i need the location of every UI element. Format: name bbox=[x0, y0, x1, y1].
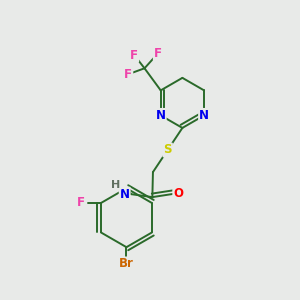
Text: H: H bbox=[111, 180, 121, 190]
Text: F: F bbox=[154, 47, 162, 60]
Text: F: F bbox=[124, 68, 132, 81]
Text: N: N bbox=[156, 109, 166, 122]
Text: N: N bbox=[199, 109, 209, 122]
Text: F: F bbox=[77, 196, 85, 209]
Text: O: O bbox=[173, 187, 183, 200]
Text: N: N bbox=[120, 188, 130, 201]
Text: S: S bbox=[164, 143, 172, 157]
Text: F: F bbox=[130, 49, 138, 62]
Text: Br: Br bbox=[119, 257, 134, 271]
